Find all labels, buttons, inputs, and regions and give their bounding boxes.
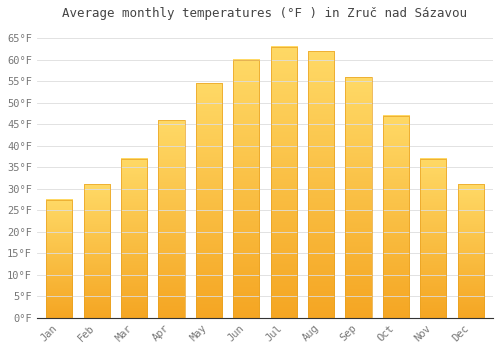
- Title: Average monthly temperatures (°F ) in Zruč nad Sázavou: Average monthly temperatures (°F ) in Zr…: [62, 7, 468, 20]
- Bar: [270, 47, 296, 318]
- Bar: [233, 60, 260, 318]
- Bar: [46, 199, 72, 318]
- Bar: [346, 77, 372, 318]
- Bar: [458, 184, 483, 318]
- Bar: [84, 184, 110, 318]
- Bar: [420, 159, 446, 318]
- Bar: [196, 83, 222, 318]
- Bar: [121, 159, 147, 318]
- Bar: [158, 120, 184, 318]
- Bar: [308, 51, 334, 318]
- Bar: [382, 116, 409, 318]
